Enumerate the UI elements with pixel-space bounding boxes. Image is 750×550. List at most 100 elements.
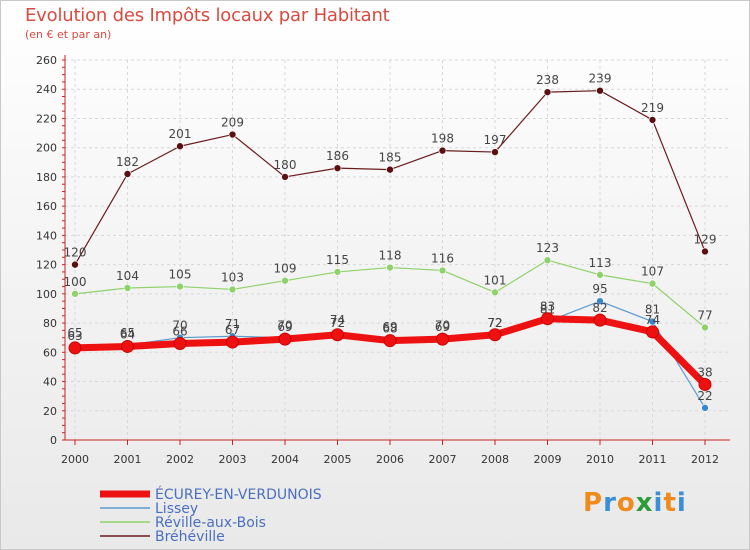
- data-point: [281, 173, 289, 181]
- data-label: 74: [645, 313, 660, 327]
- data-point: [488, 328, 502, 342]
- data-label: 70: [435, 319, 450, 333]
- y-tick-label: 20: [43, 405, 57, 418]
- data-point: [333, 268, 342, 276]
- data-point: [386, 263, 394, 272]
- y-tick-label: 200: [36, 142, 57, 155]
- x-tick-label: 2010: [586, 453, 614, 466]
- data-label: 77: [697, 308, 712, 322]
- data-label: 123: [536, 241, 559, 255]
- data-label: 64: [120, 327, 135, 341]
- data-label: 186: [326, 149, 349, 163]
- chart-subtitle: (en € et par an): [25, 28, 112, 41]
- legend-label: Lissey: [155, 501, 198, 517]
- y-tick-label: 220: [36, 112, 57, 125]
- x-tick-label: 2006: [376, 453, 404, 466]
- x-tick-label: 2004: [271, 453, 299, 466]
- data-label: 83: [540, 300, 555, 314]
- y-tick-label: 180: [36, 171, 57, 184]
- data-label: 198: [431, 132, 454, 146]
- data-label: 72: [487, 316, 502, 330]
- data-label: 238: [536, 73, 559, 87]
- data-point: [173, 337, 187, 351]
- data-label: 67: [225, 323, 240, 337]
- data-point: [176, 282, 184, 291]
- data-label: 100: [64, 275, 87, 289]
- proxiti-logo: Proxiti: [583, 488, 687, 518]
- x-tick-label: 2009: [534, 453, 562, 466]
- data-label: 101: [484, 273, 507, 287]
- data-label: 219: [641, 101, 664, 115]
- data-point: [278, 332, 292, 346]
- data-point: [593, 313, 607, 327]
- data-label: 82: [592, 301, 607, 315]
- y-tick-label: 40: [43, 376, 57, 389]
- legend-label: Bréhéville: [155, 529, 225, 545]
- y-tick-label: 140: [36, 229, 57, 242]
- x-tick-label: 2003: [219, 453, 247, 466]
- data-point: [648, 279, 657, 288]
- data-point: [596, 297, 604, 305]
- data-point: [596, 271, 604, 279]
- data-point: [123, 284, 132, 292]
- data-point: [228, 130, 237, 139]
- data-point: [596, 86, 604, 95]
- y-tick-label: 80: [43, 317, 57, 330]
- y-tick-label: 240: [36, 83, 57, 96]
- data-point: [383, 334, 397, 348]
- data-point: [436, 332, 449, 346]
- data-label: 69: [382, 320, 397, 334]
- data-point: [698, 377, 712, 391]
- data-label: 69: [277, 320, 292, 334]
- data-point: [438, 266, 447, 275]
- x-tick-label: 2008: [481, 453, 509, 466]
- data-label: 113: [589, 256, 612, 270]
- data-label: 81: [540, 303, 555, 317]
- data-label: 22: [697, 389, 712, 403]
- y-tick-label: 160: [36, 200, 57, 213]
- data-label: 180: [274, 158, 297, 172]
- data-label: 70: [172, 319, 187, 333]
- data-label: 81: [645, 303, 660, 317]
- y-tick-label: 0: [50, 434, 57, 447]
- data-label: 104: [116, 269, 139, 283]
- data-point: [701, 323, 709, 332]
- data-point: [701, 404, 709, 412]
- logo-letter: i: [676, 488, 687, 518]
- logo-letter: x: [635, 488, 654, 518]
- x-tick-label: 2000: [61, 453, 89, 466]
- data-label: 68: [382, 322, 397, 336]
- data-point: [541, 312, 554, 326]
- legend: ÉCUREY-EN-VERDUNOISLisseyRéville-aux-Boi…: [100, 486, 322, 545]
- data-label: 197: [484, 133, 507, 147]
- data-label: 185: [379, 151, 402, 165]
- data-point: [648, 317, 657, 326]
- data-point: [543, 88, 552, 96]
- data-label: 95: [592, 282, 607, 296]
- legend-label: Réville-aux-Bois: [155, 515, 266, 531]
- logo-letter: i: [653, 488, 664, 518]
- data-point: [491, 148, 499, 156]
- data-label: 69: [435, 320, 450, 334]
- logo-letter: o: [616, 488, 636, 518]
- y-tick-label: 260: [36, 54, 57, 67]
- x-tick-label: 2007: [429, 453, 457, 466]
- data-point: [228, 285, 237, 294]
- data-point: [71, 260, 79, 269]
- data-label: 129: [694, 232, 717, 246]
- logo-letter: t: [663, 488, 677, 518]
- data-label: 72: [330, 316, 345, 330]
- series-0: 120 182 201 209 180 186 185 198 197 238 239 219 129: [64, 72, 717, 269]
- data-point: [438, 146, 447, 155]
- data-point: [226, 335, 239, 349]
- data-point: [123, 170, 132, 178]
- y-tick-label: 120: [36, 259, 57, 272]
- x-tick-label: 2001: [114, 453, 142, 466]
- x-tick-label: 2012: [691, 453, 719, 466]
- data-label: 116: [431, 251, 454, 265]
- y-tick-label: 100: [36, 288, 57, 301]
- data-point: [701, 247, 709, 256]
